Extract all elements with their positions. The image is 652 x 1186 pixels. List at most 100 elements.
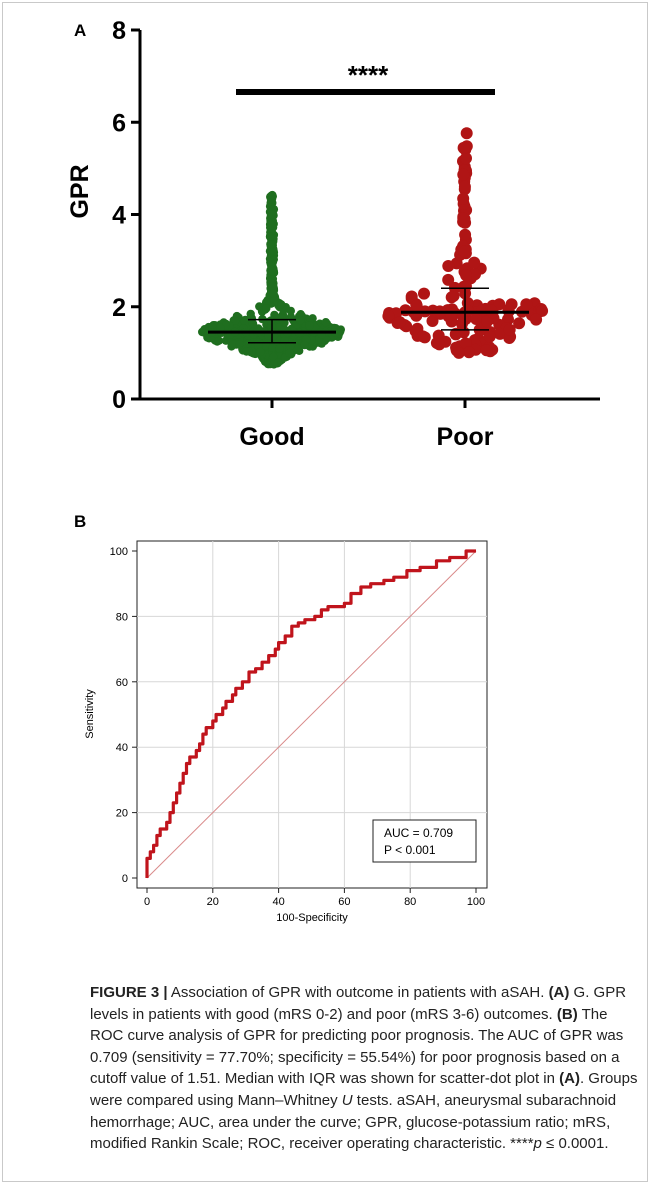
data-point (460, 269, 473, 282)
data-point (285, 348, 294, 358)
data-point (530, 313, 543, 326)
data-point (442, 273, 455, 286)
data-point (269, 246, 278, 255)
y-tick-label: 100 (110, 546, 128, 558)
data-point (248, 319, 258, 328)
data-point (296, 310, 305, 319)
data-point (513, 317, 526, 330)
data-point (426, 315, 439, 327)
data-point (335, 328, 344, 338)
data-point (268, 343, 277, 352)
data-point (293, 344, 303, 354)
caption-text: . Groups were compared using Mann–Whitne… (90, 1070, 638, 1109)
data-point (536, 304, 549, 317)
auc-annotation-line1: AUC = 0.709 (384, 826, 453, 840)
data-point (240, 317, 250, 326)
data-point (266, 239, 276, 249)
data-point (268, 282, 277, 291)
caption-text: G. GPR levels in patients with good (mRS… (90, 984, 627, 1023)
data-point (520, 298, 533, 311)
data-point (296, 316, 305, 325)
caption-figure-label: FIGURE 3 | (90, 984, 168, 1001)
data-point (305, 321, 314, 330)
data-point (457, 192, 470, 205)
y-axis-label: Sensitivity (84, 689, 96, 739)
data-point (493, 298, 506, 311)
x-axis-label: 100-Specificity (276, 912, 348, 924)
data-point (468, 256, 481, 269)
significance-label: **** (348, 60, 389, 90)
data-point (300, 340, 309, 350)
x-tick-label: Poor (437, 423, 494, 451)
data-point (410, 299, 423, 312)
data-point (458, 180, 471, 193)
caption-text: ≤ 0.0001. (541, 1135, 609, 1153)
data-point (503, 323, 516, 336)
data-point (321, 318, 330, 327)
data-point (254, 341, 263, 350)
y-tick-label: 60 (116, 677, 128, 689)
data-point (405, 290, 418, 303)
data-point (460, 152, 472, 165)
caption-italic-p: p (533, 1135, 542, 1153)
data-point (230, 316, 240, 325)
data-point (470, 313, 483, 325)
data-point (246, 309, 255, 319)
series-poor-points (382, 127, 549, 359)
caption-text: tests. aSAH, aneurysmal subarachnoid hem… (90, 1091, 617, 1153)
caption-text: Association of GPR with outcome in patie… (167, 984, 549, 1001)
y-tick-label: 0 (112, 386, 126, 414)
data-point (267, 210, 277, 219)
plot-frame (136, 540, 488, 889)
data-point (442, 260, 455, 272)
y-axis-label: GPR (66, 164, 94, 218)
x-tick-label: 100 (467, 896, 485, 908)
y-tick-label: 2 (112, 294, 126, 322)
data-point (481, 315, 494, 328)
x-tick-label: 40 (272, 896, 284, 908)
panel-b-label: B (74, 512, 87, 531)
y-tick-label: 6 (112, 109, 126, 137)
data-point (459, 280, 472, 293)
y-tick-label: 40 (116, 742, 128, 754)
data-point (393, 316, 406, 329)
x-tick-label: 80 (404, 896, 416, 908)
data-point (480, 344, 493, 357)
data-point (463, 346, 475, 359)
data-point (242, 347, 251, 356)
data-point (382, 310, 395, 323)
data-point (228, 340, 238, 349)
roc-curve-plot: 0 20 40 60 80 100 0 20 40 60 80 100 100-Specificity S… (84, 540, 488, 924)
x-tick-label: 60 (338, 896, 350, 908)
y-tick-label: 80 (116, 611, 128, 623)
y-tick-label: 8 (112, 17, 126, 45)
data-point (445, 291, 458, 304)
data-point (459, 228, 472, 241)
y-tick-label: 4 (112, 202, 126, 230)
data-point (458, 245, 471, 258)
caption-text: The ROC curve analysis of GPR for predic… (90, 1005, 624, 1088)
data-point (200, 325, 209, 334)
auc-annotation-line2: P < 0.001 (384, 843, 436, 857)
roc-curve (145, 549, 476, 878)
data-point (457, 168, 470, 181)
x-tick-label: 0 (144, 896, 150, 908)
data-point (277, 300, 286, 309)
data-point (483, 330, 496, 343)
data-point (275, 344, 284, 353)
data-point (433, 338, 446, 351)
data-point (269, 289, 278, 298)
data-point (277, 314, 287, 323)
data-point (418, 331, 431, 344)
reference-diagonal (146, 550, 477, 879)
caption-italic-u: U (341, 1091, 353, 1109)
scatter-dot-plot: 0 2 4 6 8 GPR Good Poor **** (66, 17, 600, 451)
auc-annotation-box (372, 819, 477, 863)
data-point (265, 232, 275, 241)
data-point (268, 190, 277, 200)
data-point (214, 336, 224, 345)
caption-ref-a: (A) (559, 1070, 580, 1088)
data-point (262, 304, 271, 313)
data-point (266, 316, 275, 325)
